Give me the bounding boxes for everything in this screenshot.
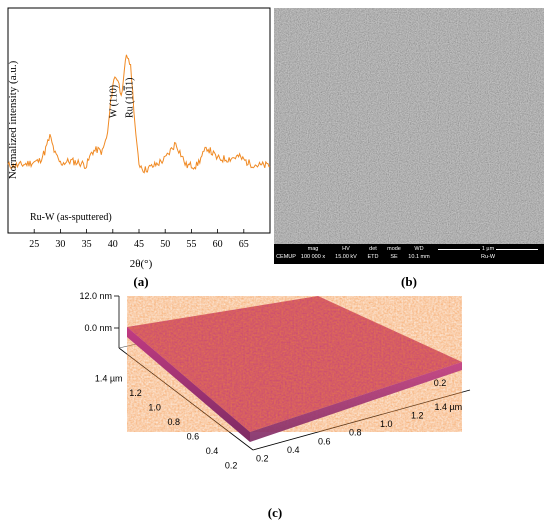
xrd-x-tick-label: 65 <box>239 239 249 250</box>
xrd-x-tick-label: 60 <box>213 239 223 250</box>
sem-label-det: det <box>369 246 377 252</box>
panel-label-a: (a) <box>133 274 148 289</box>
xrd-x-tick-label: 35 <box>82 239 92 250</box>
sem-value-wd: 10.1 mm <box>408 254 430 260</box>
xrd-peak-label-w110: W (110) <box>108 85 119 118</box>
afm-z-min-label: 0.0 nm <box>84 323 112 333</box>
afm-front-axis <box>118 347 254 451</box>
xrd-x-axis-label: 2θ(°) <box>130 258 153 270</box>
afm-right-axis-ticks: 0.2 <box>434 378 447 388</box>
afm-z-max-label: 12.0 nm <box>79 291 112 301</box>
afm-bottom-tick-label: 0.4 <box>287 445 300 455</box>
xrd-x-tick-label: 30 <box>55 239 65 250</box>
panel-label-b: (b) <box>401 274 417 289</box>
afm-surface-right-edge <box>250 362 462 442</box>
afm-right-axis <box>252 389 471 451</box>
afm-bottom-tick-label: 1.4 µm <box>434 402 462 412</box>
sem-value-det: ETD <box>367 254 379 260</box>
xrd-x-tick-label: 25 <box>29 239 39 250</box>
xrd-x-tick-label: 45 <box>134 239 144 250</box>
xrd-plot-frame <box>7 7 271 234</box>
sem-value-mode: SE <box>390 254 398 260</box>
afm-left-tick-label: 1.2 <box>129 388 142 398</box>
afm-left-tick-label: 0.2 <box>225 461 238 471</box>
sem-label-hv: HV <box>342 246 350 252</box>
sem-label-wd: WD <box>414 246 424 252</box>
afm-bottom-tick-label: 0.2 <box>256 453 269 463</box>
sem-label-mode: mode <box>387 246 401 252</box>
afm-left-tick-label: 0.4 <box>206 446 219 456</box>
afm-bottom-tick-label: 0.8 <box>349 428 362 438</box>
sem-micrograph: CEMUP mag 100 000 x HV 15.00 kV det ETD mod… <box>274 8 544 264</box>
panel-label-c: (c) <box>268 505 282 520</box>
sem-value-mag: 100 000 x <box>300 254 326 260</box>
xrd-peak-label-ru1011: Ru (1011) <box>125 78 136 118</box>
afm-bottom-tick-label: 1.0 <box>380 419 393 429</box>
xrd-x-tick-label: 50 <box>160 239 170 250</box>
afm-right-tick-label: 0.2 <box>434 378 447 388</box>
sem-value-hv: 15.00 kV <box>335 254 357 260</box>
afm-left-tick-label: 1.4 µm <box>95 373 123 383</box>
afm-bottom-tick-label: 1.2 <box>411 411 424 421</box>
xrd-y-axis-label: Normalized intensity (a.u.) <box>7 60 19 179</box>
sem-sample-name: Ru-W <box>480 254 496 260</box>
xrd-series-line <box>7 54 271 174</box>
afm-left-tick-label: 1.0 <box>148 402 161 412</box>
afm-bottom-axis-ticks: 0.2 0.4 0.6 0.8 1.0 1.2 1.4 µm <box>256 402 462 463</box>
afm-bottom-tick-label: 0.6 <box>318 436 331 446</box>
xrd-sample-annotation: Ru-W (as-sputtered) <box>30 212 112 223</box>
xrd-x-ticks: 25 30 35 40 45 50 55 60 65 <box>29 229 249 250</box>
afm-left-tick-label: 0.8 <box>167 417 180 427</box>
xrd-x-tick-label: 55 <box>186 239 196 250</box>
sem-scale-label: 1 µm <box>479 246 497 252</box>
afm-3d-surface: 12.0 nm 0.0 nm 1.4 µm1.21.00.80.60.40.2 … <box>79 291 471 520</box>
afm-surface-front-edge <box>127 327 250 442</box>
sem-label-mag: mag <box>307 246 319 252</box>
afm-surface-roughness <box>127 296 462 432</box>
afm-left-axis-ticks: 1.4 µm 1.2 1.0 0.8 0.6 0.4 0.2 <box>95 373 238 470</box>
xrd-peak-labels: W (110) Ru (1011) <box>108 78 135 118</box>
sem-image <box>274 8 544 244</box>
sem-logo: CEMUP <box>276 254 296 260</box>
sem-info-bar: CEMUP mag 100 000 x HV 15.00 kV det ETD mod… <box>274 244 544 264</box>
xrd-x-tick-label: 40 <box>108 239 118 250</box>
afm-left-tick-label: 0.6 <box>187 432 200 442</box>
xrd-chart: 25 30 35 40 45 50 55 60 65 2θ(°) Normalized inte… <box>7 7 417 289</box>
